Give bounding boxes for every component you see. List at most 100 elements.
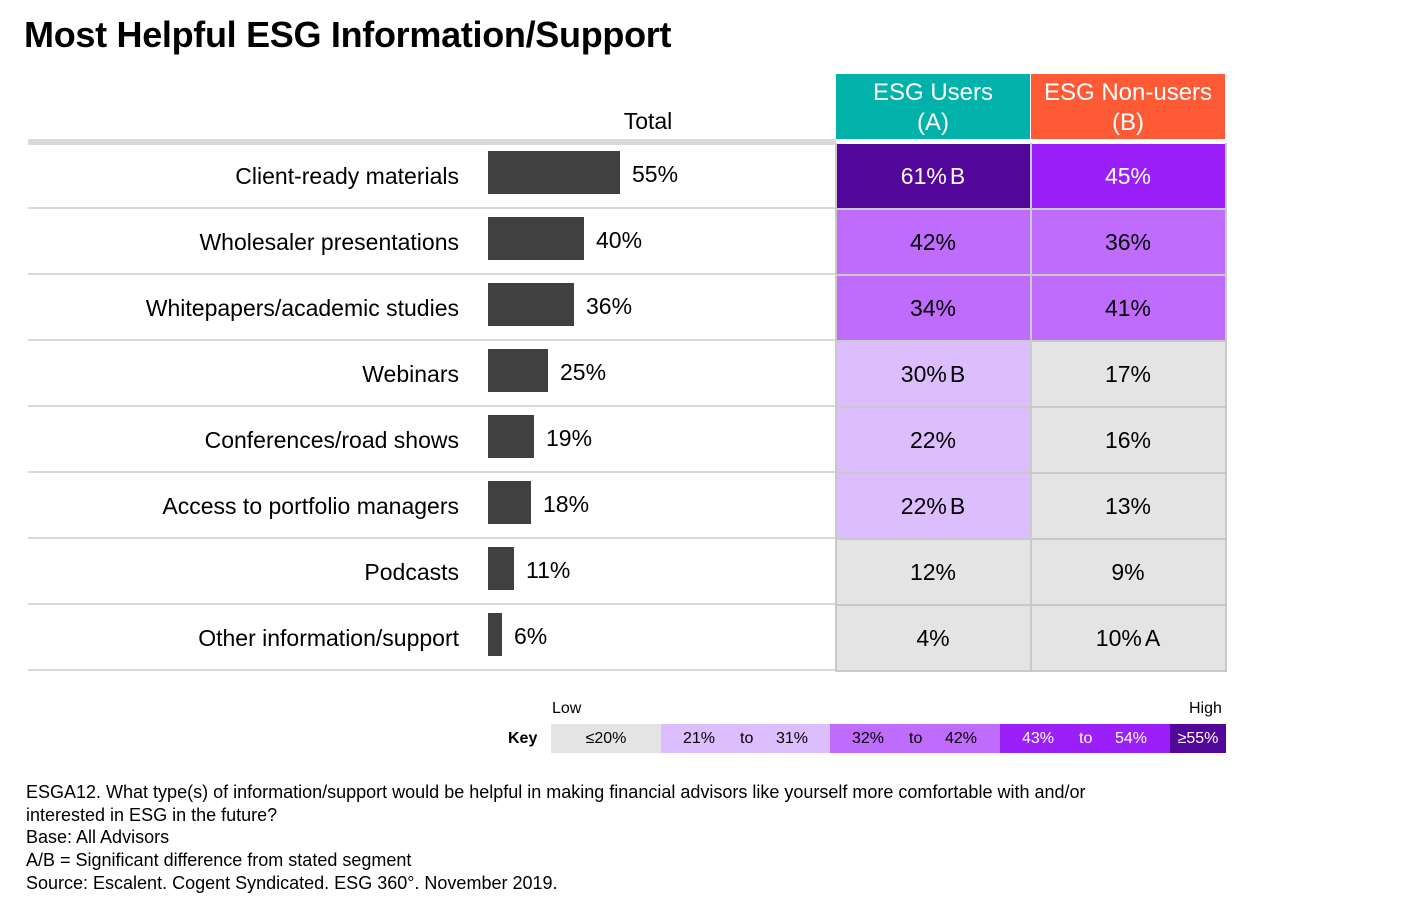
table-row: Client-ready materials 55% 61% B 45% [0,143,1408,209]
total-bar [488,217,584,260]
significance-marker: B [949,493,966,519]
cell-value: 36% [1104,229,1152,255]
chart-title: Most Helpful ESG Information/Support [24,14,672,55]
esg-non-users-header: ESG Non-users (B) [1031,74,1225,139]
esg-users-cell: 12% [836,540,1030,605]
esg-users-cell: 4% [836,606,1030,671]
cell-value: 12% [909,559,957,585]
key-range-from: ≤20% [585,730,627,747]
table-row: Other information/support 6% 4% 10% A [0,605,1408,671]
footnote-line: Source: Escalent. Cogent Syndicated. ESG… [26,872,558,893]
esg-users-header-code: (A) [917,109,949,136]
esg-non-users-cell: 9% [1031,540,1225,605]
total-bar-value: 25% [560,359,607,385]
key-range-to: 42% [945,730,978,747]
row-divider [28,405,836,407]
footnote-line: A/B = Significant difference from stated… [26,850,412,871]
table-grid-line [836,670,1226,672]
esg-users-header-name: ESG Users [872,79,994,106]
footnote-line: interested in ESG in the future? [26,804,278,825]
footnote-line: ESGA12. What type(s) of information/supp… [26,782,1086,802]
significance-marker: B [949,361,966,387]
row-divider [28,339,836,341]
esg-non-users-cell: 10% A [1031,606,1225,671]
row-label: Wholesaler presentations [199,229,459,255]
row-label: Conferences/road shows [204,427,459,453]
esg-non-users-cell: 17% [1031,342,1225,407]
key-range-to-word: to [740,730,754,747]
esg-users-cell: 34% [836,276,1030,341]
total-bar-value: 40% [596,227,643,253]
total-bar-value: 36% [586,293,633,319]
esg-users-cell: 30% B [836,342,1030,407]
row-divider [28,669,836,671]
esg-users-cell: 22% B [836,474,1030,539]
row-divider [28,273,836,275]
table-grid-line [836,340,1226,342]
key-range-from: ≥55% [1177,730,1219,747]
cell-value: 42% [909,229,957,255]
table-row: Podcasts 11% 12% 9% [0,539,1408,605]
total-bar-value: 18% [543,491,590,517]
total-bar [488,547,514,590]
significance-marker: B [949,163,966,189]
row-divider [28,603,836,605]
esg-non-users-cell: 45% [1031,144,1225,209]
cell-value: 17% [1104,361,1152,387]
key-low-label: Low [552,700,582,717]
total-bar [488,613,502,656]
key-segment: 43% to 54% [1000,724,1170,753]
esg-non-users-cell: 13% [1031,474,1225,539]
total-bar-value: 55% [632,161,679,187]
key-range-from: 32% [852,730,885,747]
row-label: Whitepapers/academic studies [145,295,459,321]
table-row: Conferences/road shows 19% 22% 16% [0,407,1408,473]
cell-value: 30% [900,361,947,387]
total-bar [488,283,574,326]
table-grid-line [836,604,1226,606]
cell-value: 22% [900,493,947,519]
key-segment: ≥55% [1170,724,1226,753]
total-bar-value: 19% [546,425,593,451]
table-row: Whitepapers/academic studies 36% 34% 41% [0,275,1408,341]
esg-users-cell: 22% [836,408,1030,473]
cell-value: 22% [909,427,957,453]
total-bar-value: 6% [514,623,548,649]
key-label: Key [508,730,538,747]
row-label: Access to portfolio managers [162,493,459,519]
esg-users-cell: 42% [836,210,1030,275]
key-range-to: 54% [1115,730,1148,747]
cell-value: 10% [1095,625,1142,651]
key-range-from: 21% [683,730,716,747]
header-rule [28,139,836,145]
row-label: Webinars [362,361,459,387]
key-high-label: High [1189,700,1222,717]
total-bar [488,349,548,392]
cell-value: 45% [1104,163,1152,189]
table-grid-line [836,274,1226,276]
cell-value: 4% [916,625,950,651]
key-segment: 32% to 42% [830,724,1000,753]
key-range-to: 31% [776,730,809,747]
significance-marker: A [1144,625,1161,651]
footnotes: ESGA12. What type(s) of information/supp… [26,781,1176,895]
table-grid-line [836,538,1226,540]
esg-users-header: ESG Users (A) [836,74,1030,139]
row-label: Podcasts [364,559,459,585]
cell-value: 9% [1111,559,1145,585]
table-row: Webinars 25% 30% B 17% [0,341,1408,407]
row-label: Client-ready materials [235,163,459,189]
esg-non-users-header-name: ESG Non-users [1043,79,1213,106]
key-segment: 21% to 31% [661,724,830,753]
table-grid-line [836,208,1226,210]
table-grid-line [1225,143,1227,672]
cell-value: 61% [900,163,947,189]
cell-value: 13% [1104,493,1152,519]
total-bar-value: 11% [526,557,571,583]
total-bar [488,481,531,524]
footnote-line: Base: All Advisors [26,827,170,848]
key-segment: ≤20% [551,724,661,753]
key-range-from: 43% [1022,730,1055,747]
esg-non-users-cell: 41% [1031,276,1225,341]
total-bar [488,415,534,458]
